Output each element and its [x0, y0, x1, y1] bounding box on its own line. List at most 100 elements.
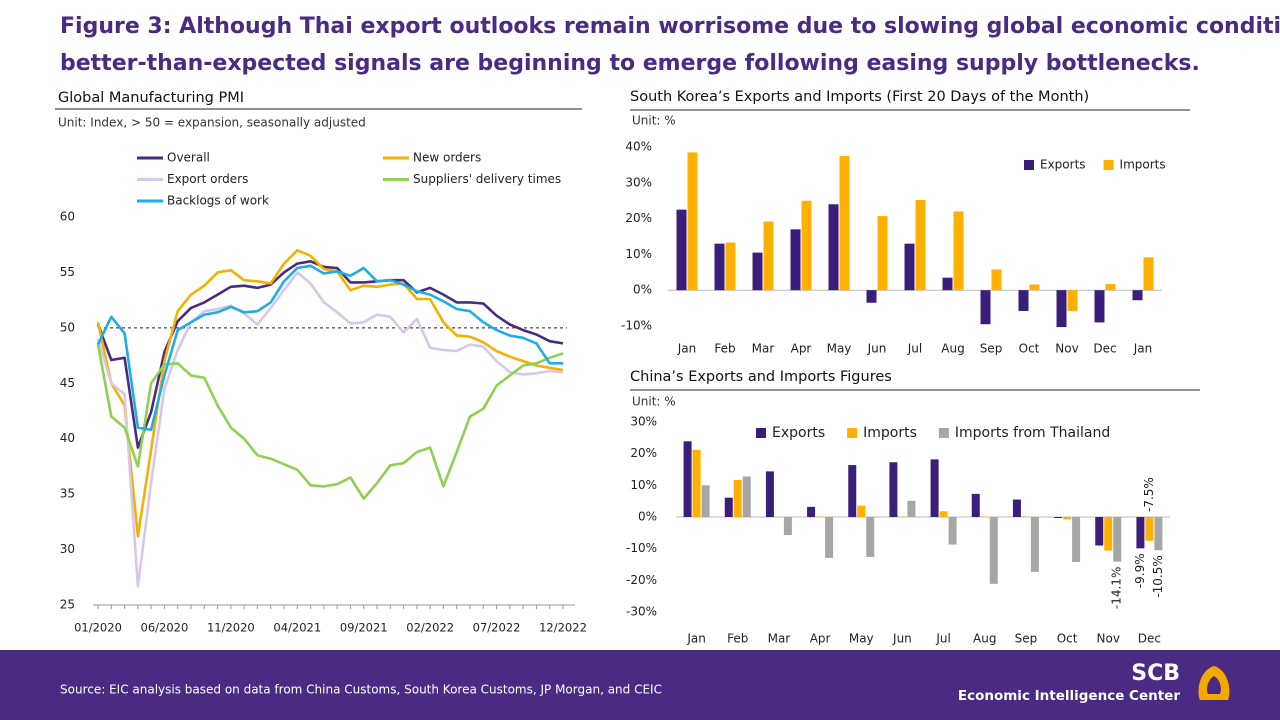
- bar: [866, 517, 875, 557]
- x-tick-label: 01/2020: [74, 621, 122, 635]
- x-tick-label: May: [849, 632, 874, 646]
- y-tick-label: 55: [60, 265, 75, 279]
- bar: [907, 500, 916, 517]
- logo: SCB: [1131, 661, 1180, 686]
- bar: [948, 517, 957, 545]
- bar: [1029, 284, 1040, 291]
- legend-label: Exports: [1040, 158, 1086, 172]
- legend-swatch: [1024, 160, 1034, 170]
- y-tick-label: 40: [60, 431, 75, 445]
- y-tick-label: 30%: [630, 415, 657, 429]
- legend-swatch: [756, 428, 766, 438]
- x-tick-label: Feb: [714, 342, 735, 356]
- y-tick-label: 35: [60, 487, 75, 501]
- legend-label: New orders: [413, 151, 481, 165]
- legend-label: Exports: [772, 425, 825, 441]
- x-tick-label: 11/2020: [207, 621, 255, 635]
- bar: [971, 493, 980, 517]
- bar: [989, 517, 998, 584]
- y-tick-label: -10%: [626, 541, 657, 555]
- bar: [1095, 517, 1104, 546]
- bar: [765, 471, 774, 517]
- x-tick-label: Nov: [1097, 632, 1120, 646]
- bar: [1030, 517, 1039, 572]
- x-tick-label: Oct: [1057, 632, 1078, 646]
- bar: [1094, 290, 1105, 323]
- chart-title: South Korea’s Exports and Imports (First…: [630, 89, 1089, 105]
- bar: [939, 511, 948, 517]
- legend-swatch: [1103, 160, 1114, 170]
- x-tick-label: Sep: [1015, 632, 1038, 646]
- bar: [828, 204, 839, 291]
- bar: [904, 243, 915, 291]
- value-label: -10.5%: [1151, 555, 1165, 597]
- legend-swatch: [938, 428, 949, 438]
- bar: [825, 517, 834, 558]
- x-tick-label: 02/2022: [406, 621, 454, 635]
- bar: [676, 209, 687, 291]
- bar: [839, 155, 850, 291]
- bar: [848, 465, 857, 517]
- legend-label: Export orders: [167, 172, 248, 186]
- legend-swatch: [847, 428, 858, 438]
- y-tick-label: -20%: [626, 573, 657, 587]
- x-tick-label: 07/2022: [473, 621, 521, 635]
- line-series: [96, 271, 564, 588]
- bar: [1145, 517, 1154, 541]
- x-tick-label: Mar: [752, 342, 775, 356]
- bar: [752, 252, 763, 291]
- bar: [889, 462, 898, 517]
- x-tick-label: Oct: [1019, 342, 1040, 356]
- y-tick-label: 45: [60, 376, 75, 390]
- bar: [1143, 257, 1154, 291]
- bar: [1136, 517, 1145, 549]
- value-label: -7.5%: [1142, 477, 1156, 512]
- bar: [866, 290, 877, 303]
- x-tick-label: Jan: [686, 632, 706, 646]
- bar: [801, 200, 812, 291]
- bar: [783, 517, 792, 536]
- bar: [930, 459, 939, 517]
- chart-title: China’s Exports and Imports Figures: [630, 369, 892, 385]
- chart-subtitle: Unit: Index, > 50 = expansion, seasonall…: [58, 116, 366, 130]
- bar: [1054, 517, 1063, 518]
- legend-label: Imports from Thailand: [955, 425, 1110, 441]
- x-tick-label: May: [827, 342, 852, 356]
- x-tick-label: Feb: [727, 632, 748, 646]
- bar: [1067, 290, 1078, 311]
- bar: [724, 497, 733, 517]
- y-tick-label: 0%: [633, 283, 652, 297]
- bar: [687, 152, 698, 291]
- bar: [1018, 290, 1029, 311]
- y-tick-label: 25: [60, 598, 75, 612]
- bar: [742, 476, 751, 517]
- x-tick-label: Sep: [980, 342, 1003, 356]
- value-label: -9.9%: [1133, 553, 1147, 588]
- x-tick-label: Aug: [941, 342, 964, 356]
- bar: [1113, 517, 1122, 562]
- chart-title: Global Manufacturing PMI: [58, 90, 244, 106]
- bar: [915, 199, 926, 291]
- y-tick-label: 50: [60, 320, 75, 334]
- legend-label: Imports: [1120, 158, 1166, 172]
- y-tick-label: 30: [60, 542, 75, 556]
- x-tick-label: 06/2020: [141, 621, 189, 635]
- y-tick-label: 20%: [630, 446, 657, 460]
- line-series: [96, 264, 563, 432]
- x-tick-label: Apr: [810, 632, 831, 646]
- bar: [1056, 290, 1067, 328]
- legend-label: Imports: [863, 425, 917, 441]
- y-tick-label: 10%: [625, 247, 652, 261]
- y-tick-label: -30%: [626, 605, 657, 619]
- bar: [1012, 499, 1021, 517]
- line-series: [96, 344, 564, 500]
- x-tick-label: 09/2021: [340, 621, 388, 635]
- bar: [1105, 284, 1116, 291]
- y-tick-label: 0%: [638, 510, 657, 524]
- x-tick-label: Jan: [677, 342, 697, 356]
- y-tick-label: 10%: [630, 478, 657, 492]
- x-tick-label: Apr: [791, 342, 812, 356]
- x-tick-label: Jul: [907, 342, 922, 356]
- x-tick-label: Jun: [892, 632, 912, 646]
